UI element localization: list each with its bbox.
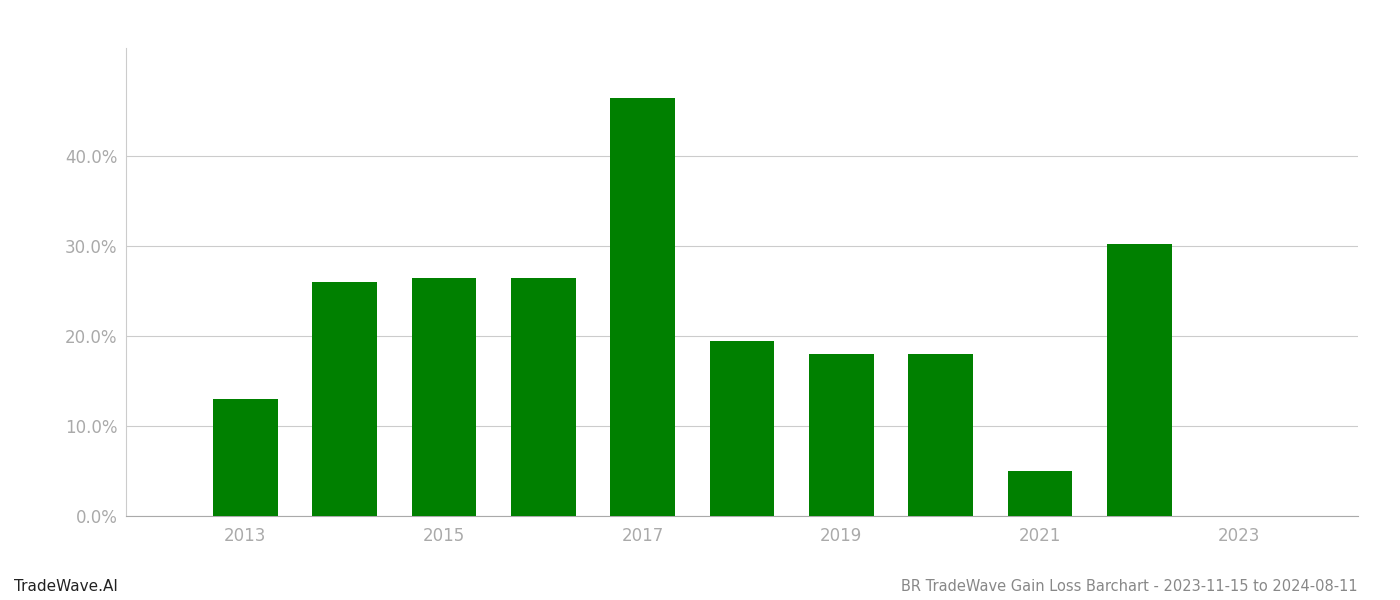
Bar bbox=[710, 340, 774, 516]
Bar bbox=[213, 399, 277, 516]
Bar bbox=[312, 282, 377, 516]
Bar bbox=[1008, 471, 1072, 516]
Bar bbox=[412, 277, 476, 516]
Bar bbox=[610, 98, 675, 516]
Text: TradeWave.AI: TradeWave.AI bbox=[14, 579, 118, 594]
Bar bbox=[1107, 244, 1172, 516]
Bar bbox=[909, 354, 973, 516]
Bar bbox=[809, 354, 874, 516]
Text: BR TradeWave Gain Loss Barchart - 2023-11-15 to 2024-08-11: BR TradeWave Gain Loss Barchart - 2023-1… bbox=[902, 579, 1358, 594]
Bar bbox=[511, 277, 575, 516]
